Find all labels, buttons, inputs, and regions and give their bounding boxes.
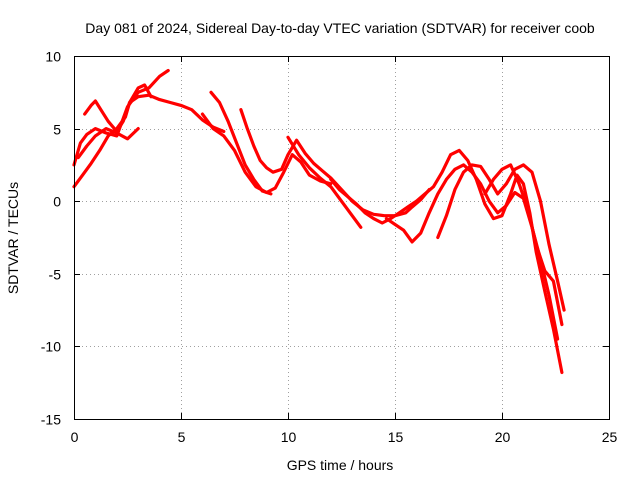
series-line-trace-10 [384,163,560,341]
y-tick-label: 10 [45,49,61,65]
x-tick-label: 20 [495,429,511,445]
x-axis-label: GPS time / hours [287,457,394,473]
series-line-trace-4 [76,127,140,160]
series-line-trace-5 [200,112,333,195]
series-group [72,68,566,375]
series-line-trace-11 [436,163,566,312]
series-line-trace-2 [72,93,226,189]
y-tick-label: 0 [53,194,61,210]
y-tick-label: -10 [41,339,61,355]
series-line-trace-9 [329,148,564,375]
chart-title: Day 081 of 2024, Sidereal Day-to-day VTE… [85,20,595,36]
x-tick-label: 5 [178,429,186,445]
y-axis-label: SDTVAR / TECUs [5,182,21,294]
grid [74,56,609,419]
axis-ticks: 0 5 10 15 20 25 -15 -10 -5 0 5 10 [41,49,618,446]
series-line-trace-8 [286,135,363,229]
y-tick-label: 5 [53,122,61,138]
x-tick-label: 10 [281,429,297,445]
x-tick-label: 0 [71,429,79,445]
y-tick-label: -15 [41,412,61,428]
series-line-trace-7 [239,108,431,218]
y-tick-label: -5 [49,267,62,283]
series-line-trace-6 [209,90,273,196]
x-tick-label: 25 [602,429,618,445]
series-line-trace-12 [483,163,564,327]
plot-frame [74,56,610,420]
x-tick-label: 15 [388,429,404,445]
series-line-trace-1 [72,68,170,167]
